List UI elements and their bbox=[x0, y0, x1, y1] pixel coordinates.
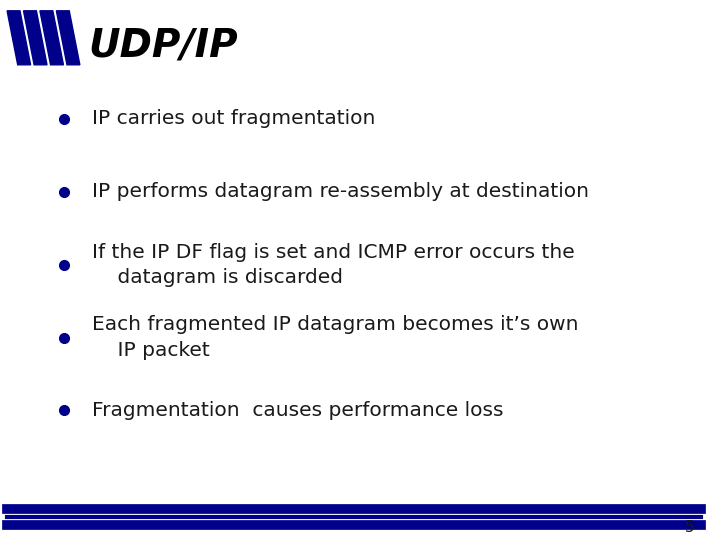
Polygon shape bbox=[56, 11, 80, 65]
Text: If the IP DF flag is set and ICMP error occurs the
    datagram is discarded: If the IP DF flag is set and ICMP error … bbox=[92, 242, 575, 287]
Text: IP performs datagram re-assembly at destination: IP performs datagram re-assembly at dest… bbox=[92, 182, 589, 201]
Text: 5: 5 bbox=[685, 519, 694, 535]
Text: UDP/IP: UDP/IP bbox=[89, 27, 238, 65]
Text: IP carries out fragmentation: IP carries out fragmentation bbox=[92, 109, 375, 129]
Polygon shape bbox=[40, 11, 63, 65]
Text: Fragmentation  causes performance loss: Fragmentation causes performance loss bbox=[92, 401, 503, 420]
Polygon shape bbox=[7, 11, 30, 65]
Text: Each fragmented IP datagram becomes it’s own
    IP packet: Each fragmented IP datagram becomes it’s… bbox=[92, 315, 579, 360]
Polygon shape bbox=[24, 11, 47, 65]
